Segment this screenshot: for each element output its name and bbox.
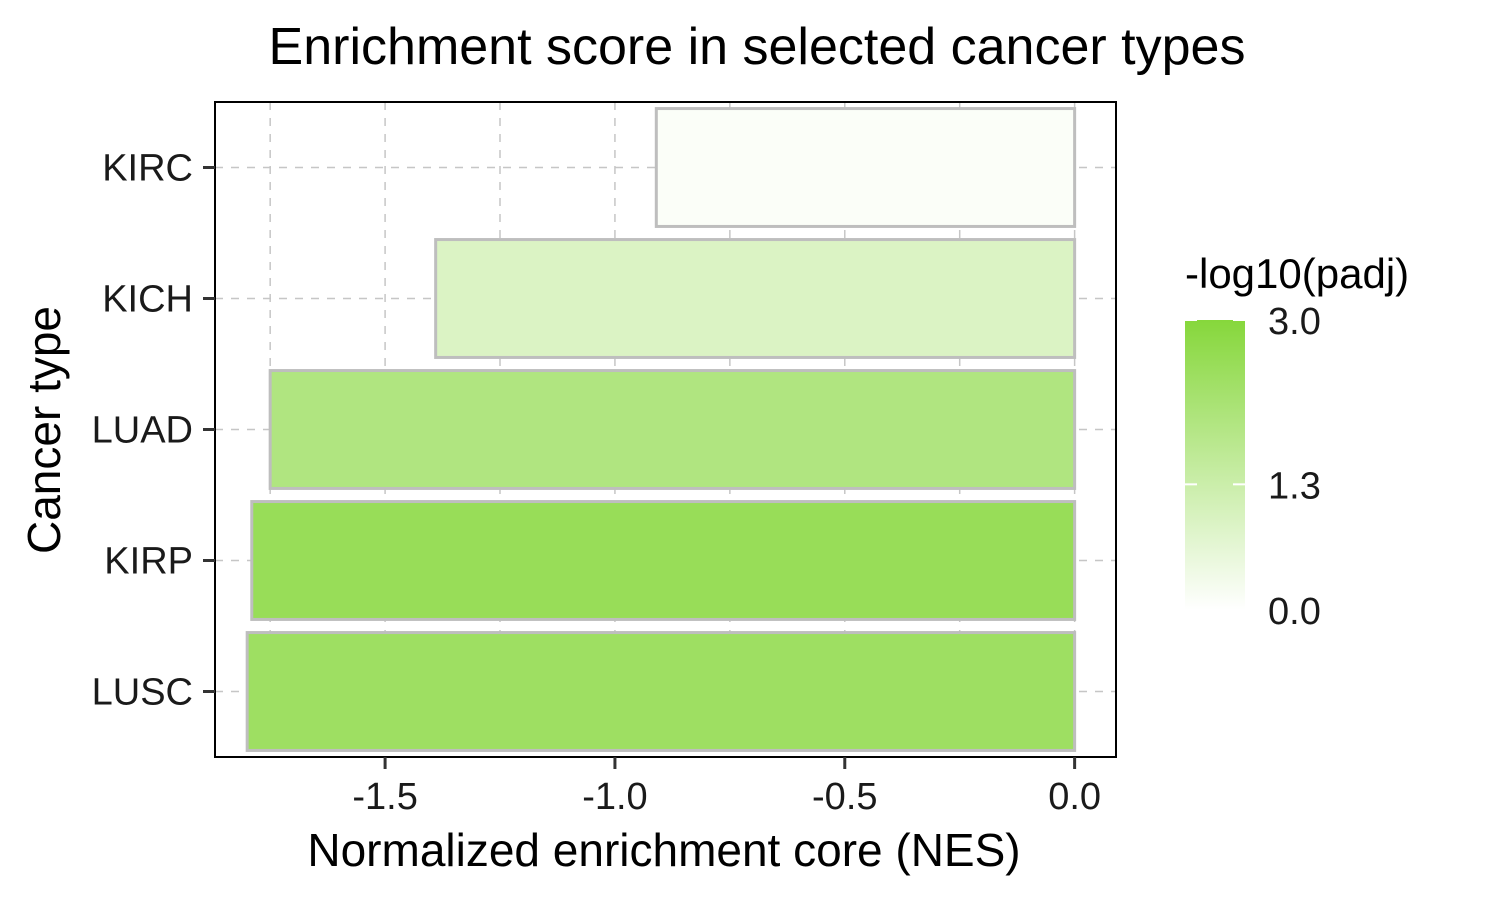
x-tick-label: -1.5 xyxy=(352,776,417,818)
bar-lusc xyxy=(245,631,1077,752)
y-axis: KIRC KICH LUAD KIRP LUSC xyxy=(92,148,215,714)
color-legend: -log10(padj) 0.0 1.3 3.0 xyxy=(1185,250,1409,633)
legend-ticks: 0.0 1.3 3.0 xyxy=(1185,301,1321,633)
x-tick-label: -0.5 xyxy=(812,776,877,818)
y-axis-title: Cancer type xyxy=(18,306,70,554)
bars xyxy=(245,107,1077,752)
x-tick-label: -1.0 xyxy=(582,776,647,818)
bar-luad xyxy=(268,369,1077,490)
legend-tick-label: 1.3 xyxy=(1268,465,1321,507)
legend-tick-label: 3.0 xyxy=(1268,301,1321,343)
y-tick-label: LUAD xyxy=(92,410,193,452)
legend-title: -log10(padj) xyxy=(1185,250,1409,297)
y-tick-label: KIRP xyxy=(104,541,193,583)
x-tick-label: 0.0 xyxy=(1048,776,1101,818)
y-tick-label: KIRC xyxy=(102,148,193,190)
x-axis: -1.5 -1.0 -0.5 0.0 xyxy=(352,757,1101,818)
legend-tick-label: 0.0 xyxy=(1268,591,1321,633)
y-tick-label: LUSC xyxy=(92,672,193,714)
bar-kich xyxy=(434,238,1077,359)
x-axis-title: Normalized enrichment core (NES) xyxy=(307,824,1020,876)
y-tick-label: KICH xyxy=(102,279,193,321)
legend-colorbar xyxy=(1185,320,1245,610)
bar-kirp xyxy=(250,500,1077,621)
bar-kirc xyxy=(654,107,1077,228)
chart-title: Enrichment score in selected cancer type… xyxy=(269,18,1246,76)
